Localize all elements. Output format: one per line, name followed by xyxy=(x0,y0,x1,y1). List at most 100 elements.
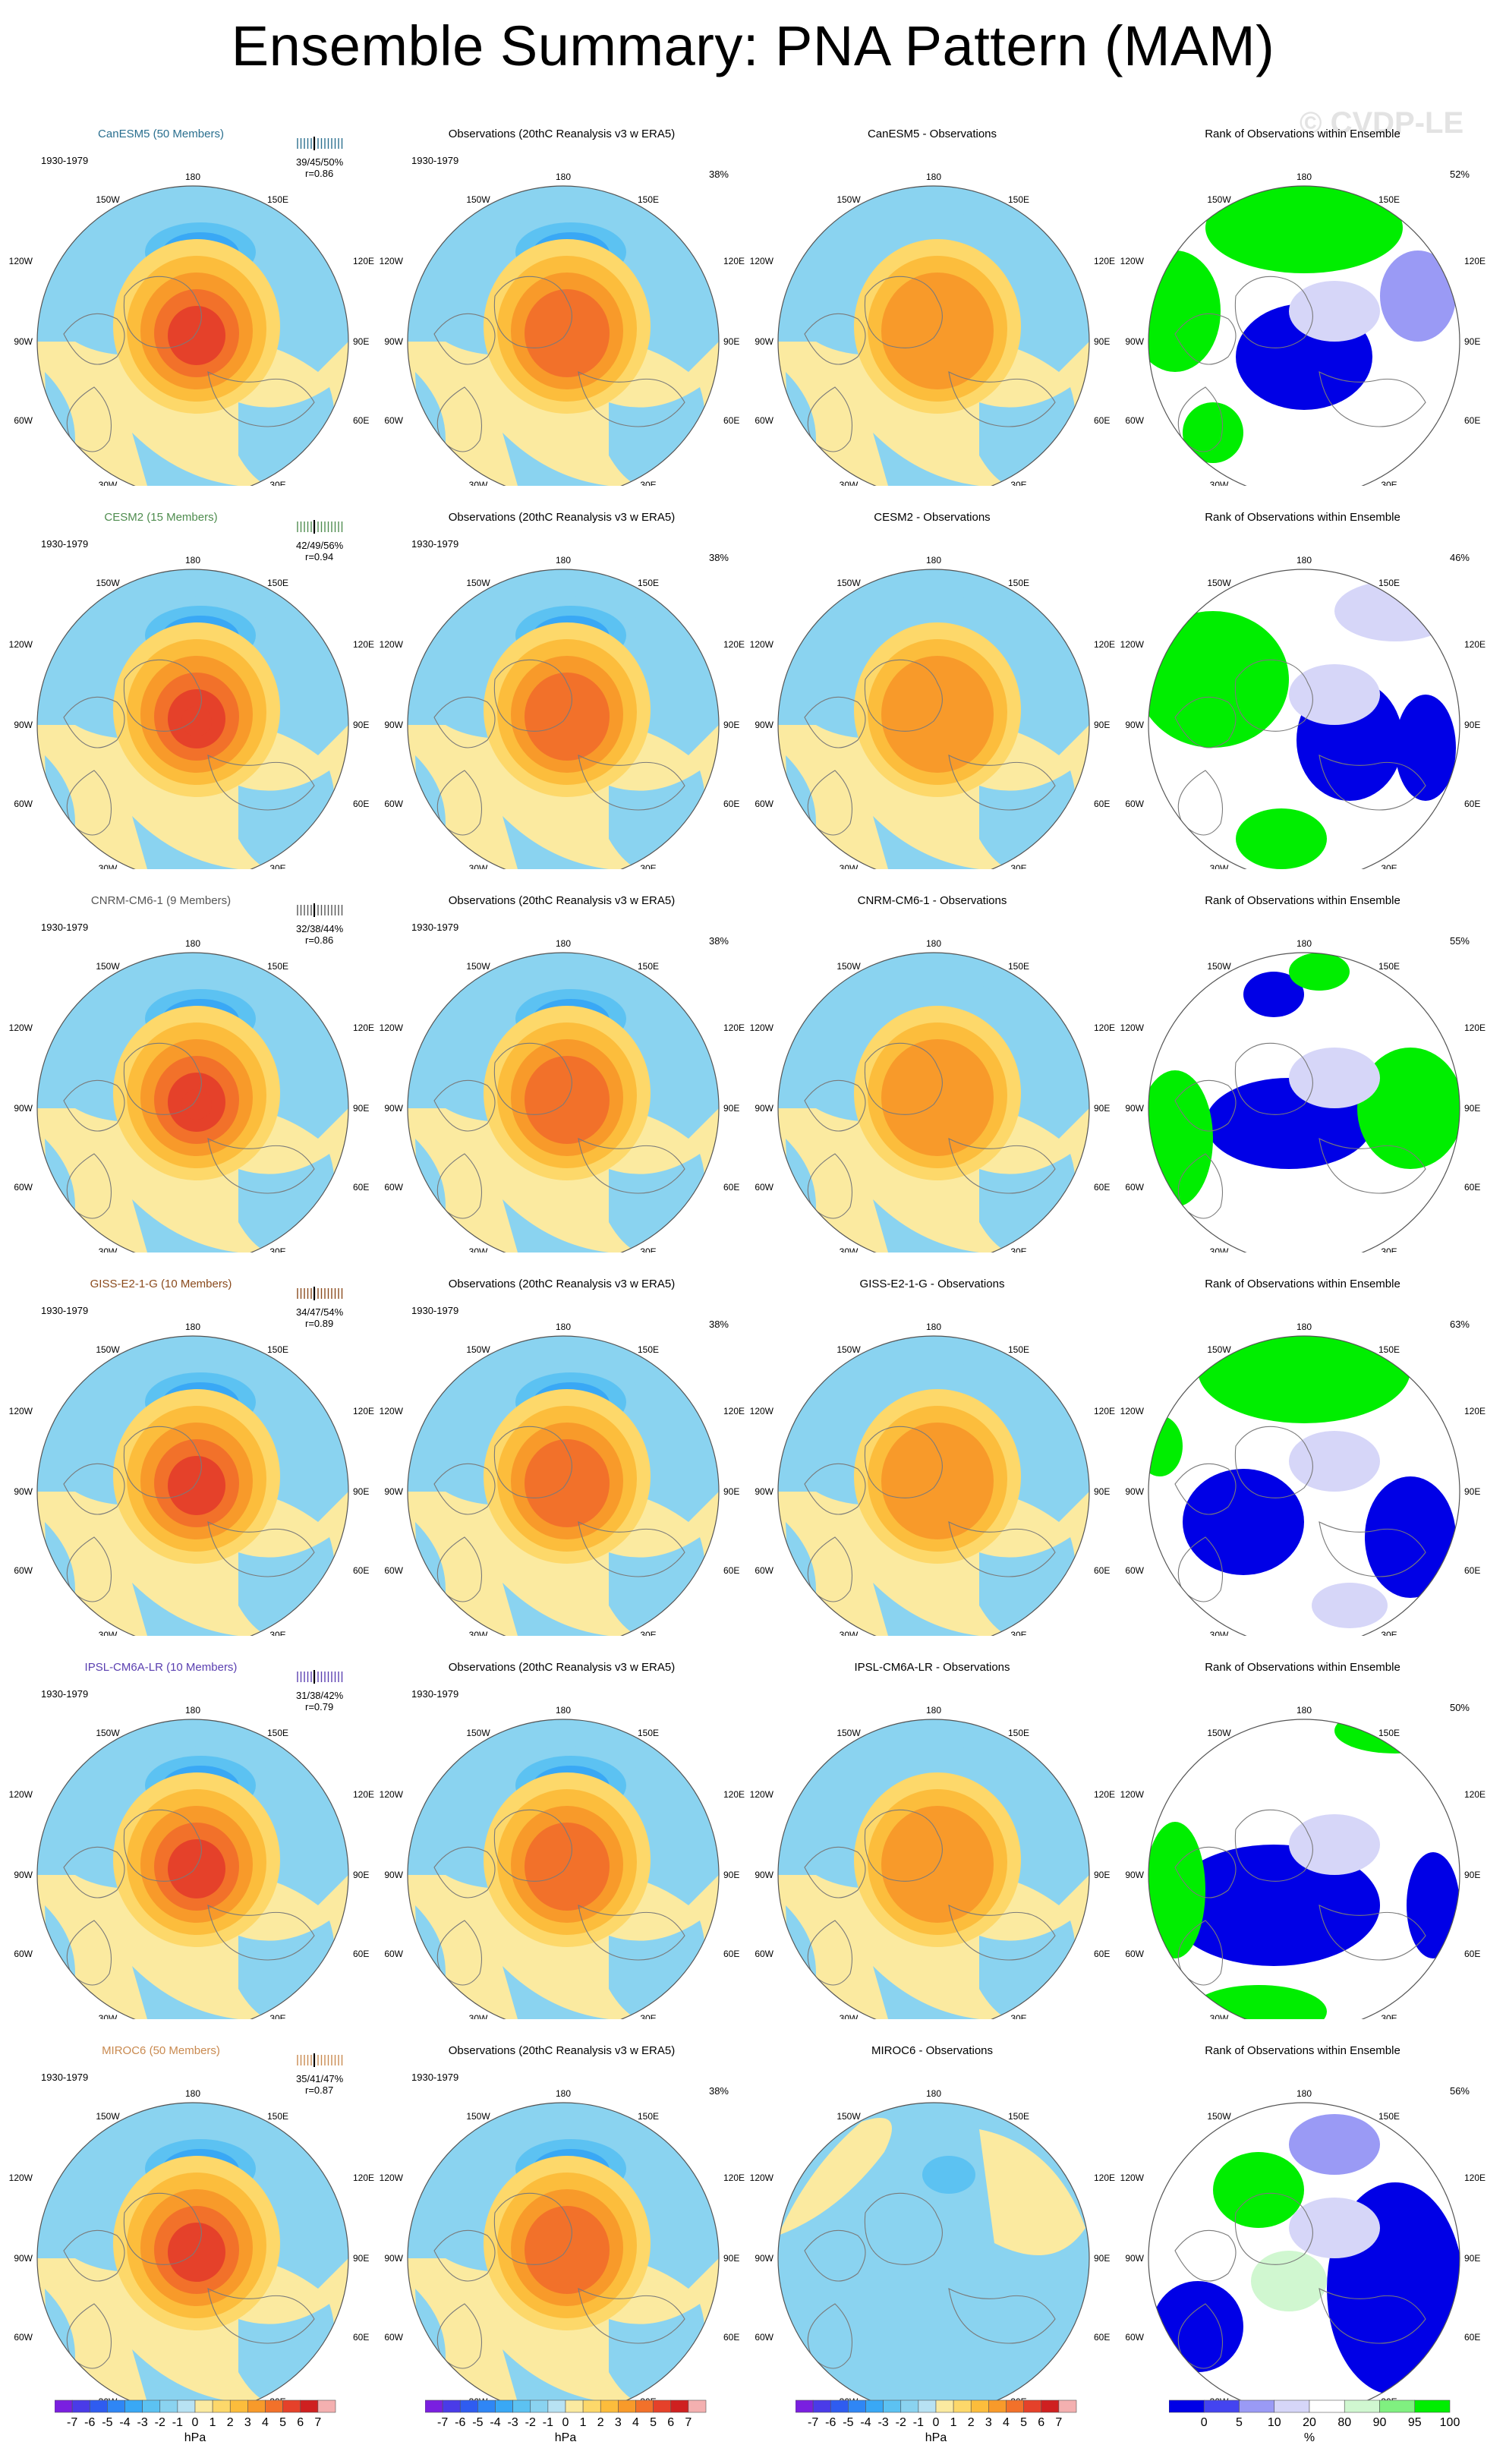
colorbar-tick-label: -6 xyxy=(825,2416,836,2429)
coastline xyxy=(948,1905,1056,1961)
colorbar-swatch xyxy=(71,2399,90,2413)
map-longitude-label: 180 xyxy=(926,1322,941,1332)
map-longitude-label: 30E xyxy=(1381,863,1397,869)
map-longitude-label: 150W xyxy=(466,194,490,205)
polar-map: 1800150W150E120W120E90W90E60W60E30W30E xyxy=(380,1705,745,2019)
colorbar-tick-label: -1 xyxy=(172,2416,183,2429)
rank-region xyxy=(1198,1336,1410,1423)
coastline xyxy=(1177,2303,1224,2369)
colorbar-swatch xyxy=(495,2399,513,2413)
map-longitude-label: 30W xyxy=(469,2013,488,2019)
map-longitude-label: 60E xyxy=(1094,1949,1110,1959)
rank-region xyxy=(1251,2251,1327,2311)
map-border xyxy=(1148,185,1460,486)
polar-map: 1800150W150E120W120E90W90E60W60E30W30E xyxy=(380,938,745,1252)
variance-explained: 34/47/54% xyxy=(296,1306,344,1318)
map-panel-obs: Observations (20thC Reanalysis v3 w ERA5… xyxy=(373,106,750,486)
coastline xyxy=(1319,1521,1426,1577)
polar-map: 1800150W150E120W120E90W90E60W60E30W30E xyxy=(380,2088,745,2403)
map-longitude-label: 180 xyxy=(1296,1705,1312,1716)
map-longitude-label: 90W xyxy=(384,1103,403,1114)
map-longitude-label: 90E xyxy=(723,720,739,730)
coastline xyxy=(1177,1920,1224,1986)
map-longitude-label: 150W xyxy=(1207,961,1231,972)
colorbar-tick-label: -2 xyxy=(155,2416,165,2429)
colorbar-swatch xyxy=(229,2399,248,2413)
polar-map: 1800150W150E120W120E90W90E60W60E30W30E xyxy=(750,1322,1115,1636)
map-panel-obs: Observations (20thC Reanalysis v3 w ERA5… xyxy=(373,2023,750,2403)
map-longitude-label: 90W xyxy=(14,720,33,730)
coastline xyxy=(1319,371,1426,427)
map-longitude-label: 180 xyxy=(556,1322,571,1332)
map-longitude-label: 150W xyxy=(836,1728,861,1738)
map-longitude-label: 180 xyxy=(185,2088,200,2099)
ensemble-stats: 35/41/47% r=0.87 xyxy=(296,2073,343,2096)
difference-title: GISS-E2-1-G - Observations xyxy=(859,1278,1005,1290)
map-longitude-label: 30W xyxy=(469,1630,488,1636)
polar-map: 1800150W150E120W120E90W90E60W60E30W30E xyxy=(9,1322,374,1636)
map-longitude-label: 90E xyxy=(723,2253,739,2264)
map-longitude-label: 120W xyxy=(1120,639,1145,650)
page-title: Ensemble Summary: PNA Pattern (MAM) xyxy=(231,14,1275,77)
map-longitude-label: 150W xyxy=(96,961,120,972)
negative-region xyxy=(132,1966,238,2019)
colorbar-tick-label: 1 xyxy=(580,2416,587,2429)
coastline xyxy=(864,1809,943,1882)
coastline xyxy=(864,659,943,732)
positive-anomaly-contour xyxy=(181,1089,212,1120)
map-border xyxy=(777,952,1090,1252)
map-longitude-label: 120W xyxy=(1120,256,1145,266)
colorbar-tick-label: 0 xyxy=(192,2416,199,2429)
model-title: CESM2 (15 Members) xyxy=(104,511,218,524)
colorbar-tick-label: 2 xyxy=(597,2416,604,2429)
map-longitude-label: 60E xyxy=(1094,415,1110,426)
coastline xyxy=(436,1153,483,1219)
map-longitude-label: 120W xyxy=(9,1406,33,1416)
member-spread-ticks xyxy=(297,137,343,150)
colorbar-swatch xyxy=(565,2399,584,2413)
observations-title: Observations (20thC Reanalysis v3 w ERA5… xyxy=(448,894,676,907)
positive-anomaly-contour xyxy=(181,706,212,736)
map-longitude-label: 60W xyxy=(1125,799,1144,809)
map-longitude-label: 60E xyxy=(353,1949,369,1959)
colorbar-tick-label: 100 xyxy=(1440,2416,1460,2429)
pattern-correlation: r=0.86 xyxy=(305,934,334,946)
map-longitude-label: 150E xyxy=(1008,194,1029,205)
colorbar-tick-label: -2 xyxy=(525,2416,536,2429)
map-longitude-label: 120W xyxy=(9,639,33,650)
variance-explained: 32/38/44% xyxy=(296,923,344,934)
colorbar-swatch xyxy=(124,2399,143,2413)
map-longitude-label: 150W xyxy=(466,2111,490,2122)
coastline xyxy=(433,2229,496,2282)
map-border xyxy=(1148,1719,1460,2019)
colorbar-swatch xyxy=(688,2399,707,2413)
map-longitude-label: 90E xyxy=(353,720,369,730)
colorbar-tick-label: 3 xyxy=(244,2416,251,2429)
coastline xyxy=(578,1138,685,1194)
map-longitude-label: 120W xyxy=(750,2173,774,2183)
colorbar-swatch xyxy=(865,2399,884,2413)
coastline xyxy=(1174,2229,1237,2282)
map-longitude-label: 180 xyxy=(926,1705,941,1716)
map-longitude-label: 150W xyxy=(96,1344,120,1355)
period-label: 1930-1979 xyxy=(41,2072,89,2083)
colorbar-swatch xyxy=(512,2399,531,2413)
colorbar-tick-label: 7 xyxy=(1055,2416,1062,2429)
map-longitude-label: 60W xyxy=(14,1182,33,1193)
map-longitude-label: 30W xyxy=(1210,2013,1229,2019)
map-longitude-label: 120W xyxy=(1120,1022,1145,1033)
coastline xyxy=(948,1138,1056,1194)
ensemble-stats: 42/49/56% r=0.94 xyxy=(296,540,343,562)
negative-region xyxy=(132,1583,238,1636)
colorbar-swatch xyxy=(1239,2399,1275,2413)
map-longitude-label: 30W xyxy=(840,1630,859,1636)
map-longitude-label: 90W xyxy=(14,1103,33,1114)
coastline xyxy=(1174,696,1237,748)
colorbar-swatch xyxy=(177,2399,196,2413)
map-longitude-label: 150E xyxy=(267,961,288,972)
coastline xyxy=(66,770,112,836)
map-longitude-label: 120E xyxy=(1094,1022,1115,1033)
map-longitude-label: 180 xyxy=(1296,172,1312,182)
map-panel-model: GISS-E2-1-G (10 Members) 1930-1979 34/47/5… xyxy=(3,1256,380,1636)
map-longitude-label: 120W xyxy=(380,1789,404,1800)
